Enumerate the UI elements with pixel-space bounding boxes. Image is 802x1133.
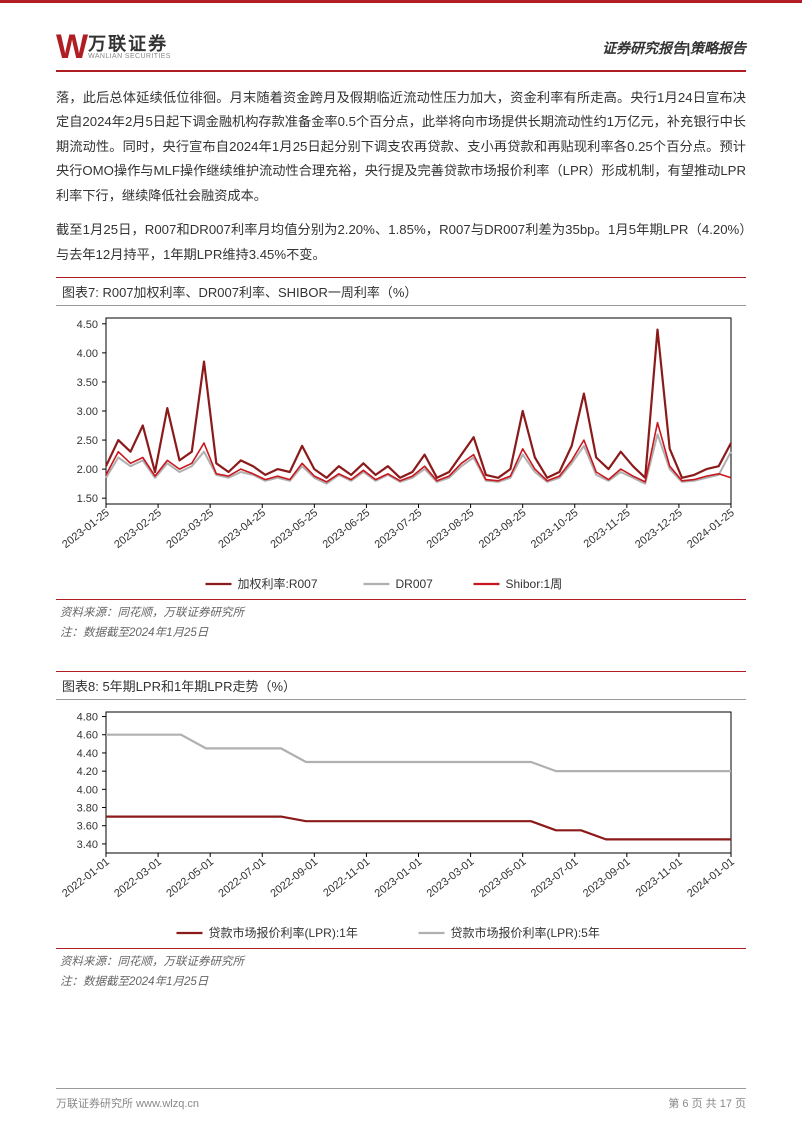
chart-8-title: 图表8: 5年期LPR和1年期LPR走势（%）	[56, 671, 746, 700]
svg-text:2023-08-25: 2023-08-25	[425, 507, 477, 551]
svg-text:2022-05-01: 2022-05-01	[164, 856, 216, 900]
top-accent-line	[0, 0, 802, 3]
svg-text:4.40: 4.40	[77, 748, 98, 760]
svg-text:2024-01-25: 2024-01-25	[685, 507, 737, 551]
svg-text:2023-06-25: 2023-06-25	[321, 507, 373, 551]
logo-text-block: 万联证券 WANLIAN SECURITIES	[88, 35, 171, 60]
logo: W 万联证券 WANLIAN SECURITIES	[56, 30, 171, 64]
svg-text:2023-09-25: 2023-09-25	[477, 507, 529, 551]
chart-7-source: 资料来源：同花顺，万联证券研究所	[60, 604, 746, 624]
svg-text:2024-01-01: 2024-01-01	[685, 856, 737, 900]
svg-text:2.50: 2.50	[77, 435, 98, 447]
footer-left: 万联证券研究所 www.wlzq.cn	[56, 1095, 199, 1111]
chart-7-source-block: 资料来源：同花顺，万联证券研究所 注：数据截至2024年1月25日	[56, 599, 746, 643]
chart-7-svg: 1.502.002.503.003.504.004.502023-01-2520…	[56, 306, 746, 596]
chart-8-canvas: 3.40 3.60 3.80 4.00 4.20 4.40 4.60 4.80 2022-01-…	[56, 700, 746, 948]
svg-text:2023-07-01: 2023-07-01	[529, 856, 581, 900]
chart-8-block: 图表8: 5年期LPR和1年期LPR走势（%） 3.40 3.60 3.80 4.00…	[56, 671, 746, 992]
svg-text:2023-11-01: 2023-11-01	[634, 856, 685, 900]
svg-text:2023-02-25: 2023-02-25	[112, 507, 164, 551]
logo-chinese: 万联证券	[88, 35, 171, 53]
svg-text:3.50: 3.50	[77, 377, 98, 389]
svg-text:2023-01-01: 2023-01-01	[373, 856, 425, 900]
svg-text:2023-05-25: 2023-05-25	[268, 507, 320, 551]
svg-text:2022-09-01: 2022-09-01	[268, 856, 320, 900]
header-report-type: 证券研究报告|策略报告	[602, 38, 746, 58]
svg-text:2023-09-01: 2023-09-01	[581, 856, 633, 900]
chart-8-svg: 3.40 3.60 3.80 4.00 4.20 4.40 4.60 4.80 2022-01-…	[56, 700, 746, 945]
svg-text:2023-07-25: 2023-07-25	[373, 507, 425, 551]
body-paragraph-1: 落，此后总体延续低位徘徊。月末随着资金跨月及假期临近流动性压力加大，资金利率有所…	[56, 86, 746, 208]
svg-text:2022-11-01: 2022-11-01	[321, 856, 372, 900]
svg-text:3.60: 3.60	[77, 821, 98, 833]
svg-text:3.80: 3.80	[77, 803, 98, 815]
svg-text:3.40: 3.40	[77, 839, 98, 851]
svg-text:贷款市场报价利率(LPR):1年: 贷款市场报价利率(LPR):1年	[209, 925, 358, 940]
svg-text:2023-05-01: 2023-05-01	[477, 856, 529, 900]
svg-text:2022-07-01: 2022-07-01	[216, 856, 268, 900]
svg-text:Shibor:1周: Shibor:1周	[506, 577, 563, 591]
body-paragraph-2: 截至1月25日，R007和DR007利率月均值分别为2.20%、1.85%，R0…	[56, 218, 746, 267]
svg-text:4.80: 4.80	[77, 712, 98, 724]
svg-text:2023-01-25: 2023-01-25	[60, 507, 112, 551]
chart-8-note: 注：数据截至2024年1月25日	[60, 973, 746, 993]
svg-text:DR007: DR007	[396, 577, 434, 591]
chart-8-source: 资料来源：同花顺，万联证券研究所	[60, 953, 746, 973]
svg-text:加权利率:R007: 加权利率:R007	[238, 576, 318, 591]
logo-english: WANLIAN SECURITIES	[88, 53, 171, 60]
chart-7-block: 图表7: R007加权利率、DR007利率、SHIBOR一周利率（%） 1.50…	[56, 277, 746, 643]
chart-7-canvas: 1.502.002.503.003.504.004.502023-01-2520…	[56, 306, 746, 599]
svg-text:4.50: 4.50	[77, 319, 98, 331]
page-container: W 万联证券 WANLIAN SECURITIES 证券研究报告|策略报告 落，…	[0, 0, 802, 1050]
svg-text:贷款市场报价利率(LPR):5年: 贷款市场报价利率(LPR):5年	[451, 925, 600, 940]
svg-text:2022-03-01: 2022-03-01	[112, 856, 164, 900]
page-header: W 万联证券 WANLIAN SECURITIES 证券研究报告|策略报告	[56, 30, 746, 72]
svg-text:2023-04-25: 2023-04-25	[216, 507, 268, 551]
svg-text:4.00: 4.00	[77, 348, 98, 360]
svg-text:3.00: 3.00	[77, 406, 98, 418]
svg-text:4.20: 4.20	[77, 766, 98, 778]
svg-text:2023-10-25: 2023-10-25	[529, 507, 581, 551]
chart-7-title: 图表7: R007加权利率、DR007利率、SHIBOR一周利率（%）	[56, 277, 746, 306]
svg-text:2023-11-25: 2023-11-25	[582, 507, 633, 551]
chart-7-note: 注：数据截至2024年1月25日	[60, 624, 746, 644]
svg-text:4.60: 4.60	[77, 730, 98, 742]
svg-text:4.00: 4.00	[77, 784, 98, 796]
svg-text:2023-03-01: 2023-03-01	[425, 856, 477, 900]
svg-text:1.50: 1.50	[77, 493, 98, 505]
page-footer: 万联证券研究所 www.wlzq.cn 第 6 页 共 17 页	[56, 1088, 746, 1111]
svg-text:2.00: 2.00	[77, 464, 98, 476]
chart-8-source-block: 资料来源：同花顺，万联证券研究所 注：数据截至2024年1月25日	[56, 948, 746, 992]
svg-text:2023-03-25: 2023-03-25	[164, 507, 216, 551]
svg-text:2023-12-25: 2023-12-25	[633, 507, 685, 551]
logo-mark: W	[56, 30, 84, 64]
svg-text:2022-01-01: 2022-01-01	[60, 856, 112, 900]
footer-right: 第 6 页 共 17 页	[668, 1095, 746, 1111]
